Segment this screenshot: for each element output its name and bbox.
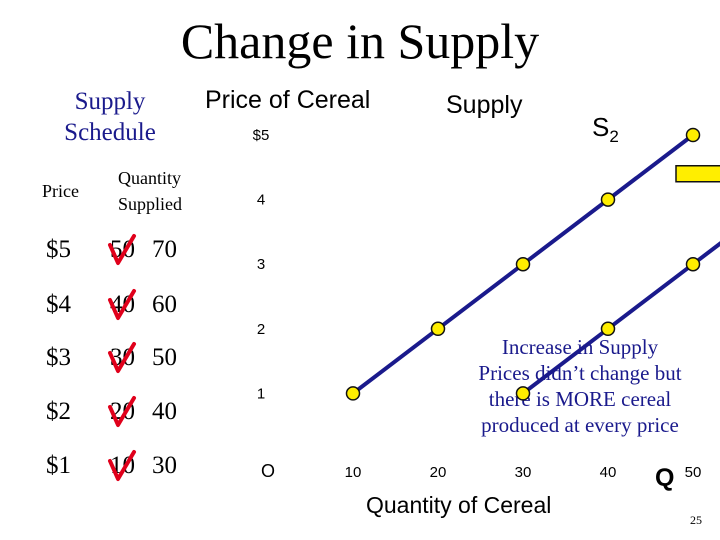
check-mark-icon	[108, 234, 136, 265]
schedule-title: Supply Schedule	[40, 86, 180, 148]
annotation-line1: Increase in Supply	[501, 335, 659, 359]
schedule-row-price: $3	[46, 344, 71, 371]
right-arrow-icon	[675, 165, 720, 183]
y-tick-label: $5	[253, 127, 270, 144]
quantity-header-line2: Supplied	[118, 194, 183, 214]
x-tick-label: 20	[430, 464, 447, 481]
series-label-s2: S2	[592, 112, 619, 146]
x-tick-label: 50	[685, 464, 702, 481]
supply-point	[345, 386, 361, 401]
schedule-title-line1: Supply	[74, 88, 146, 115]
schedule-row-price: $5	[46, 236, 71, 263]
s2-point	[515, 386, 531, 401]
series-label-supply: Supply	[446, 91, 523, 119]
check-mark-icon	[108, 396, 136, 427]
schedule-row-price: $2	[46, 398, 71, 425]
series-label-s2-subscript: 2	[609, 127, 619, 146]
supply-point	[685, 127, 701, 143]
schedule-row-price: $4	[46, 291, 71, 318]
annotation-line4: produced at every price	[481, 413, 679, 437]
supply-point	[515, 256, 531, 272]
supply-point	[600, 192, 616, 207]
check-mark-icon	[108, 342, 136, 373]
y-tick-label: 3	[257, 256, 265, 273]
schedule-row-new-quantity: 50	[152, 344, 177, 371]
schedule-row-new-quantity: 60	[152, 291, 177, 318]
chart-title: Price of Cereal	[205, 86, 371, 114]
schedule-row-price: $1	[46, 452, 71, 479]
price-column-header: Price	[42, 181, 79, 201]
schedule-title-line2: Schedule	[64, 119, 156, 146]
quantity-column-header: Quantity Supplied	[118, 168, 182, 215]
annotation-line2: Prices didn’t change but	[478, 361, 682, 385]
check-mark-icon	[108, 289, 136, 320]
schedule-row-new-quantity: 70	[152, 236, 177, 263]
origin-label: O	[261, 461, 275, 481]
x-tick-label: 30	[515, 464, 532, 481]
quantity-header-line1: Quantity	[118, 168, 181, 188]
x-axis-letter: Q	[655, 464, 675, 492]
page-number: 25	[690, 513, 702, 527]
x-tick-label: 40	[600, 464, 617, 481]
y-tick-label: 4	[257, 192, 265, 209]
s2-point	[600, 321, 616, 337]
supply-point	[430, 321, 446, 337]
schedule-row-new-quantity: 40	[152, 398, 177, 425]
slide-title: Change in Supply	[180, 13, 540, 69]
y-tick-label: 1	[257, 385, 265, 402]
check-mark-icon	[108, 450, 136, 481]
s2-point	[685, 256, 701, 272]
y-tick-label: 2	[257, 321, 265, 338]
x-tick-label: 10	[345, 464, 362, 481]
schedule-row-new-quantity: 30	[152, 452, 177, 479]
annotation: Increase in Supply Prices didn’t change …	[440, 334, 720, 438]
x-axis-title: Quantity of Cereal	[366, 492, 552, 518]
